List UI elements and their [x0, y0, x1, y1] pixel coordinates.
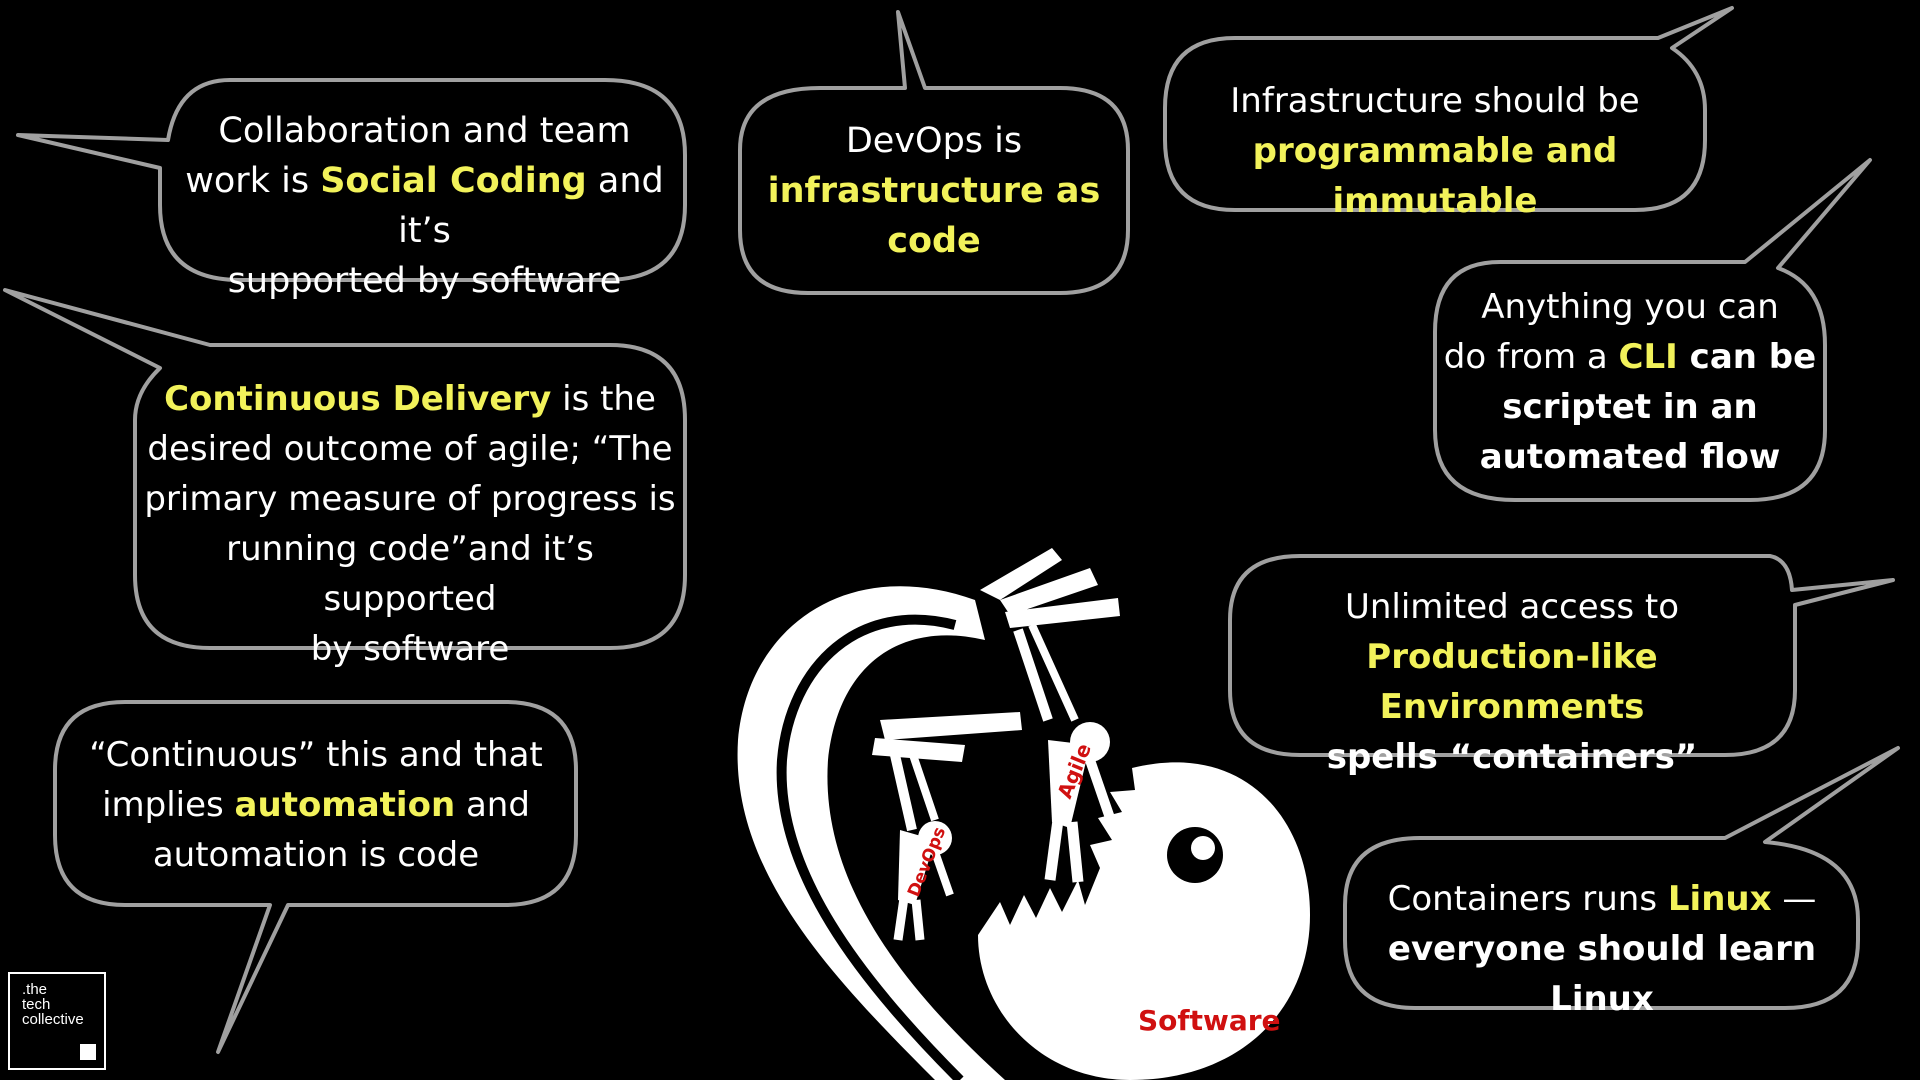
bubble-automation-text: “Continuous” this and that implies autom…: [62, 730, 570, 880]
illustration: Agile DevOps Software: [737, 548, 1310, 1080]
bubble-environments: [1228, 554, 1895, 757]
envs-line-1: Unlimited access to: [1344, 587, 1680, 627]
bubble-infrastructure: [1163, 6, 1734, 212]
social-line-3: supported by software: [227, 261, 622, 301]
infra-line-1: Infrastructure should be: [1230, 81, 1640, 121]
bubble-cli-text: Anything you can do from a CLI can be sc…: [1442, 282, 1818, 482]
highlight-production-like: Production-like Environments: [1366, 637, 1658, 727]
label-software: Software: [1138, 1004, 1281, 1037]
bubble-linux-text: Containers runs Linux — everyone should …: [1350, 874, 1854, 1024]
highlight-code: code: [887, 221, 981, 261]
bubble-infrastructure-text: Infrastructure should be programmable an…: [1170, 76, 1700, 226]
highlight-programmable: programmable and immutable: [1252, 131, 1618, 221]
hand-mid: [872, 712, 1022, 762]
logo-square-icon: [80, 1044, 96, 1060]
cli-line-4: automated flow: [1479, 437, 1781, 477]
cd-line-2: desired outcome of agile; “The: [147, 429, 673, 469]
automation-line-2: implies automation and: [102, 785, 530, 825]
cd-line-3: primary measure of progress is: [144, 479, 676, 519]
highlight-automation: automation: [234, 785, 456, 825]
automation-line-1: “Continuous” this and that: [89, 735, 543, 775]
tech-collective-logo: .the tech collective: [8, 972, 106, 1070]
software-monster: Software: [978, 762, 1310, 1080]
arm-arc-outline: [776, 614, 964, 1080]
cli-line-1: Anything you can: [1481, 287, 1779, 327]
social-line-1: Collaboration and team: [218, 111, 631, 151]
agile-figure: Agile: [1044, 722, 1115, 883]
highlight-cli: CLI: [1618, 337, 1678, 377]
bubble-continuous-delivery: [3, 288, 687, 650]
automation-line-3: automation is code: [152, 835, 480, 875]
cd-line-5: by software: [310, 629, 510, 669]
highlight-infrastructure-as: infrastructure as: [767, 171, 1101, 211]
arm-arc: [737, 586, 1005, 1080]
social-line-2: work is Social Coding and it’s: [185, 161, 664, 251]
bubble-automation: [53, 700, 578, 1054]
cd-line-1: Continuous Delivery is the: [164, 379, 656, 419]
cli-line-2: do from a CLI can be: [1443, 337, 1817, 377]
bubble-environments-text: Unlimited access to Production-like Envi…: [1236, 582, 1788, 782]
bubble-cli: [1433, 158, 1872, 502]
cd-line-4: running code”and it’s supported: [226, 529, 594, 619]
highlight-continuous-delivery: Continuous Delivery: [164, 379, 552, 419]
devops-figure: DevOps: [893, 821, 954, 941]
bubble-devops-text: DevOps is infrastructure as code: [752, 116, 1116, 266]
envs-line-3: spells “containers”: [1326, 737, 1698, 777]
devops-line-1: DevOps is: [845, 121, 1023, 161]
bubble-social-coding: [16, 78, 687, 282]
bubble-social-coding-text: Collaboration and team work is Social Co…: [172, 106, 677, 306]
highlight-social-coding: Social Coding: [320, 161, 587, 201]
linux-line-2: everyone should learn Linux: [1387, 929, 1817, 1019]
cli-line-3: scriptet in an: [1502, 387, 1758, 427]
highlight-linux: Linux: [1667, 879, 1772, 919]
linux-line-1: Containers runs Linux —: [1387, 879, 1817, 919]
bubble-continuous-delivery-text: Continuous Delivery is the desired outco…: [140, 374, 680, 674]
hand-top: [980, 548, 1120, 628]
bubble-linux: [1343, 746, 1900, 1010]
bubble-devops: [738, 10, 1130, 295]
logo-text: .the tech collective: [22, 981, 84, 1028]
